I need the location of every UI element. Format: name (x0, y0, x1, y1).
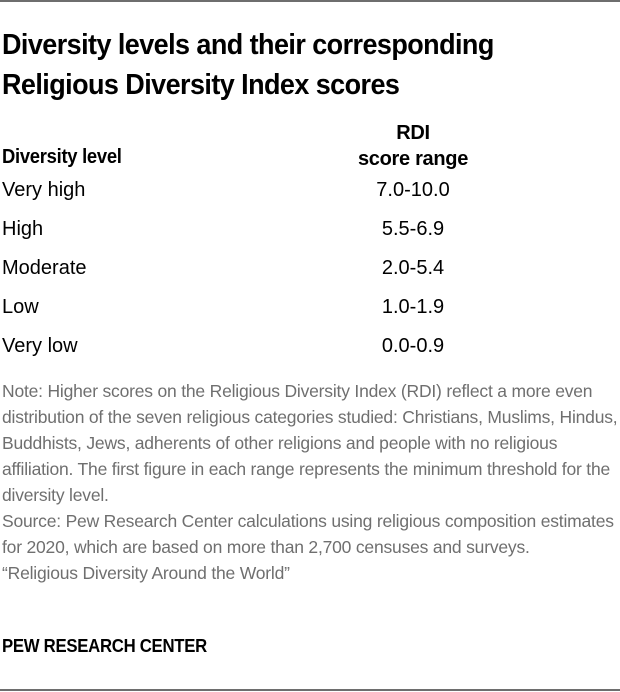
page-title: Diversity levels and their corresponding… (2, 25, 575, 105)
title-line-1: Diversity levels and their corresponding (2, 29, 494, 61)
score-range-cell: 5.5-6.9 (381, 218, 445, 240)
column-header-score-range: score range (357, 148, 469, 170)
diversity-level-cell: Very low (2, 335, 78, 357)
table-row: Low 1.0-1.9 (0, 294, 620, 332)
diversity-level-cell: Very high (2, 179, 86, 201)
footnotes: Note: Higher scores on the Religious Div… (2, 378, 618, 586)
brand-logo-text: PEW RESEARCH CENTER (2, 636, 207, 656)
source-text: Source: Pew Research Center calculations… (2, 511, 614, 557)
title-line-2: Religious Diversity Index scores (2, 69, 400, 101)
score-range-cell: 1.0-1.9 (381, 296, 445, 318)
score-range-cell: 0.0-0.9 (381, 335, 445, 357)
bottom-rule (0, 689, 620, 691)
table-row: High 5.5-6.9 (0, 216, 620, 254)
table-row: Moderate 2.0-5.4 (0, 255, 620, 293)
table-row: Very low 0.0-0.9 (0, 333, 620, 371)
diversity-level-cell: High (2, 218, 44, 240)
diversity-level-cell: Moderate (2, 257, 87, 279)
score-range-cell: 2.0-5.4 (381, 257, 445, 279)
column-header-diversity-level: Diversity level (2, 146, 122, 168)
diversity-level-cell: Low (2, 296, 39, 318)
score-range-cell: 7.0-10.0 (376, 179, 450, 201)
column-header-rdi-score-range: RDI score range (313, 120, 513, 172)
note-text: Note: Higher scores on the Religious Div… (2, 381, 618, 505)
top-rule (0, 0, 620, 2)
report-title: “Religious Diversity Around the World” (2, 563, 290, 583)
table-row: Very high 7.0-10.0 (0, 177, 620, 215)
column-header-rdi: RDI (396, 122, 430, 144)
